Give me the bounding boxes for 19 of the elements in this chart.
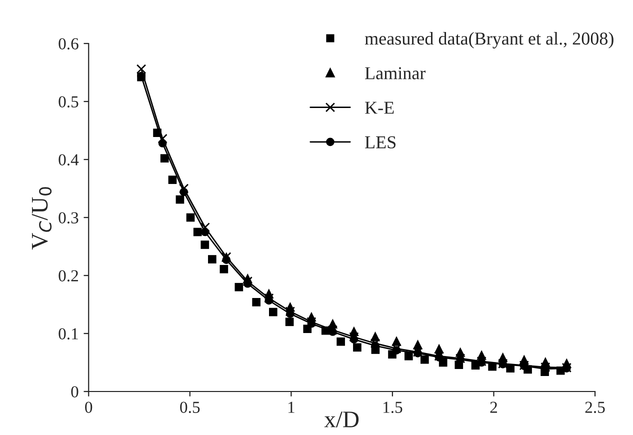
legend-label: K-E — [365, 102, 394, 114]
y-tick-label: 0 — [71, 386, 78, 398]
y-tick-label: 0.2 — [58, 270, 78, 282]
y-tick-label: 0.6 — [58, 38, 78, 50]
y-tick-label: 0.5 — [58, 96, 78, 108]
y-tick-label: 0.1 — [58, 328, 78, 340]
x-tick-label: 0.5 — [180, 402, 200, 414]
legend-label: LES — [365, 136, 396, 148]
x-axis-title: x/D — [324, 412, 359, 428]
legend-label: Laminar — [365, 67, 426, 80]
y-axis-title: V$_{C}$/U$_{0}$ — [32, 187, 52, 250]
x-tick-label: 0 — [85, 402, 92, 413]
x-tick-label: 1 — [288, 402, 294, 413]
x-tick-label: 2 — [490, 402, 497, 413]
legend-label: measured data(Bryant et al., 2008) — [364, 32, 614, 48]
y-tick-label: 0.4 — [58, 154, 79, 166]
x-tick-label: 2.5 — [585, 402, 605, 414]
x-tick-label: 1.5 — [384, 402, 402, 414]
y-tick-label: 0.3 — [58, 212, 78, 224]
